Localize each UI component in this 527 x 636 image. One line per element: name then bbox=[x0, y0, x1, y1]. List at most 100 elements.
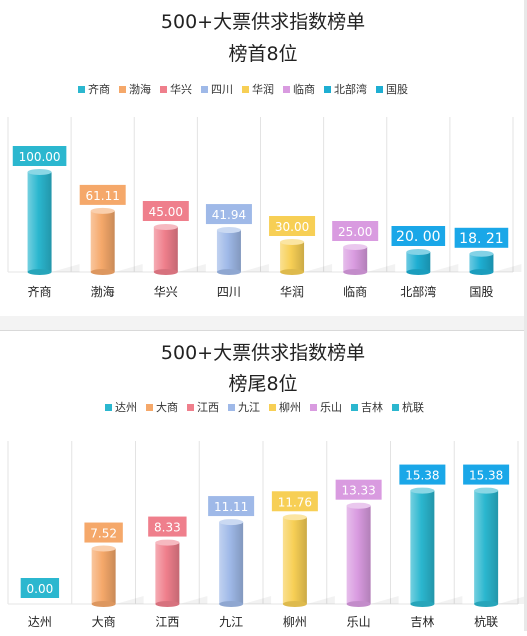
legend-label: 渤海 bbox=[129, 82, 151, 96]
bar-bottom-cap bbox=[282, 601, 307, 607]
bar-body bbox=[219, 522, 244, 604]
legend-item: 江西 bbox=[187, 401, 219, 414]
bottom-chart-panel: 500+大票供求指数榜单 榜尾8位 达州 大商 江西 九江 柳州 乐山 吉林 杭联 0.00 达州 7.… bbox=[0, 330, 527, 632]
bar-shadow bbox=[304, 264, 333, 272]
legend-swatch bbox=[119, 86, 126, 93]
bar-shadow bbox=[367, 264, 396, 272]
x-tick-label: 四川 bbox=[217, 285, 241, 299]
data-label-text: 25.00 bbox=[338, 225, 372, 239]
legend-item: 渤海 bbox=[119, 82, 151, 96]
bar-bottom-cap bbox=[343, 269, 368, 275]
legend-label: 杭联 bbox=[402, 400, 424, 414]
legend-item: 达州 bbox=[105, 401, 137, 414]
legend-swatch bbox=[376, 86, 383, 93]
bar bbox=[219, 519, 244, 607]
data-label: 20. 00 bbox=[391, 226, 446, 246]
legend-label: 吉林 bbox=[361, 400, 383, 414]
x-tick-label: 吉林 bbox=[410, 615, 434, 629]
x-tick-label: 杭联 bbox=[474, 614, 498, 629]
legend-swatch bbox=[351, 404, 358, 411]
bar-body bbox=[474, 490, 499, 604]
bar-top-cap bbox=[469, 250, 494, 257]
bar-shadow bbox=[434, 596, 463, 604]
bar-top-cap bbox=[153, 224, 178, 230]
legend-swatch bbox=[269, 404, 276, 411]
legend-swatch bbox=[78, 86, 85, 93]
legend-swatch bbox=[392, 404, 399, 411]
bar-body bbox=[216, 230, 241, 272]
bar-bottom-cap bbox=[346, 601, 371, 607]
legend-item: 齐商 bbox=[78, 82, 110, 96]
bar-shadow bbox=[306, 596, 335, 604]
legend-item: 北部湾 bbox=[324, 82, 367, 96]
bar bbox=[343, 244, 368, 275]
chart-subtitle: 榜首8位 bbox=[228, 43, 297, 65]
bar bbox=[153, 224, 178, 275]
chart-title: 500+大票供求指数榜单 bbox=[161, 342, 365, 364]
bar-bottom-cap bbox=[153, 269, 178, 275]
bar bbox=[91, 545, 116, 607]
data-label-text: 11.76 bbox=[278, 495, 312, 509]
data-label-text: 100.00 bbox=[19, 150, 61, 164]
data-label-bg bbox=[391, 226, 446, 246]
bar-shadow bbox=[498, 596, 527, 604]
legend-label: 华兴 bbox=[170, 82, 192, 96]
bar-body bbox=[280, 242, 305, 272]
data-label-text: 15.38 bbox=[405, 469, 439, 483]
bar-bottom-cap bbox=[406, 269, 431, 275]
data-label: 61.11 bbox=[79, 184, 126, 205]
data-label: 0.00 bbox=[20, 578, 60, 598]
legend-item: 华润 bbox=[242, 82, 274, 96]
data-label-bg bbox=[142, 201, 189, 221]
chart-subtitle: 榜尾8位 bbox=[228, 373, 297, 395]
bar-shadow bbox=[115, 596, 144, 604]
x-tick-label: 江西 bbox=[155, 615, 179, 629]
bar bbox=[280, 239, 305, 275]
data-label-bg bbox=[454, 227, 509, 248]
legend-label: 江西 bbox=[197, 401, 219, 414]
data-label-text: 41.94 bbox=[212, 208, 246, 222]
legend-label: 临商 bbox=[293, 82, 315, 96]
legend-swatch bbox=[283, 86, 290, 93]
bar-top-cap bbox=[474, 487, 499, 494]
bar bbox=[474, 487, 499, 607]
bar bbox=[406, 249, 431, 275]
bar-bottom-cap bbox=[90, 269, 115, 275]
x-tick-label: 临商 bbox=[343, 284, 367, 299]
legend-item: 吉林 bbox=[351, 400, 383, 414]
legend-label: 四川 bbox=[211, 83, 233, 96]
legend-swatch bbox=[187, 404, 194, 411]
bar-body bbox=[27, 172, 52, 272]
x-tick-label: 渤海 bbox=[91, 284, 115, 299]
data-label-bg bbox=[332, 221, 379, 241]
data-label: 15.38 bbox=[463, 464, 510, 485]
data-label-bg bbox=[20, 578, 60, 598]
x-tick-label: 大商 bbox=[92, 614, 116, 629]
data-label-text: 45.00 bbox=[149, 205, 183, 219]
bar-shadow bbox=[430, 264, 459, 272]
legend-label: 大商 bbox=[156, 400, 178, 414]
data-label-bg bbox=[148, 516, 187, 537]
legend-swatch bbox=[242, 86, 249, 93]
bar-top-cap bbox=[155, 539, 180, 546]
data-label: 7.52 bbox=[84, 522, 123, 543]
bar-shadow bbox=[114, 264, 143, 272]
bar-bottom-cap bbox=[155, 601, 180, 607]
bar-top-cap bbox=[343, 244, 368, 250]
data-label: 41.94 bbox=[205, 204, 252, 225]
x-tick-label: 北部湾 bbox=[400, 284, 436, 299]
legend-item: 柳州 bbox=[269, 400, 301, 414]
bar bbox=[469, 250, 494, 275]
top-chart-panel: 500+大票供求指数榜单 榜首8位 齐商 渤海 华兴 四川 华润 临商 北部湾 国股 100.00 齐… bbox=[0, 0, 527, 316]
data-label-text: 0.00 bbox=[27, 582, 54, 596]
bar-shadow bbox=[243, 596, 272, 604]
bar-body bbox=[153, 227, 178, 272]
data-label-bg bbox=[271, 491, 318, 512]
legend-swatch bbox=[160, 86, 167, 93]
legend-swatch bbox=[146, 404, 153, 411]
bar bbox=[282, 514, 307, 607]
data-label-text: 13.33 bbox=[341, 484, 375, 498]
bar-bottom-cap bbox=[469, 269, 494, 275]
data-label-text: 11.11 bbox=[214, 500, 248, 514]
